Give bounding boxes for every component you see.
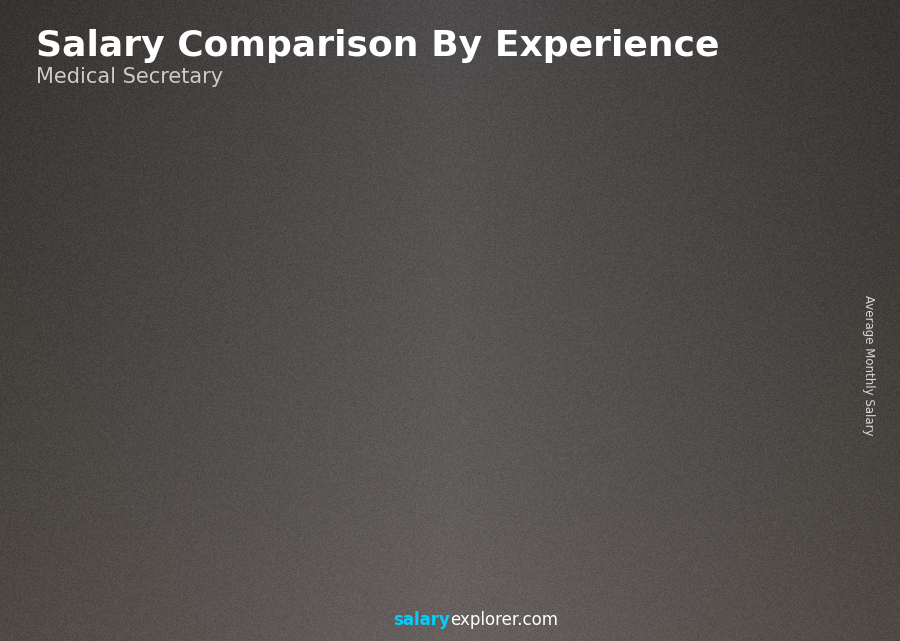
Text: Average Monthly Salary: Average Monthly Salary [862, 295, 875, 436]
Polygon shape [322, 324, 400, 551]
Text: 61,000 LKR: 61,000 LKR [444, 287, 516, 299]
Polygon shape [322, 310, 414, 324]
Polygon shape [446, 260, 538, 275]
Text: +22%: +22% [401, 223, 459, 241]
Polygon shape [647, 235, 662, 551]
Text: +9%: +9% [531, 199, 577, 217]
Text: 71,900 LKR: 71,900 LKR [692, 237, 763, 250]
Polygon shape [771, 210, 786, 551]
Polygon shape [400, 310, 414, 551]
Text: 25,300 LKR: 25,300 LKR [72, 449, 144, 462]
Bar [753, 32, 766, 93]
Text: 33,800 LKR: 33,800 LKR [196, 410, 268, 423]
Text: +8%: +8% [655, 174, 701, 192]
Text: 50,000 LKR: 50,000 LKR [320, 337, 392, 349]
Polygon shape [199, 383, 291, 398]
Text: +34%: +34% [154, 347, 211, 365]
Bar [766, 32, 831, 93]
Polygon shape [571, 250, 647, 551]
Text: salary: salary [393, 611, 450, 629]
Text: 🦁: 🦁 [791, 53, 805, 72]
Text: Medical Secretary: Medical Secretary [36, 67, 223, 87]
Text: explorer.com: explorer.com [450, 611, 558, 629]
Polygon shape [275, 383, 291, 551]
Polygon shape [694, 210, 786, 225]
Text: +48%: +48% [277, 273, 336, 291]
Polygon shape [75, 422, 166, 437]
Text: Salary Comparison By Experience: Salary Comparison By Experience [36, 29, 719, 63]
Polygon shape [75, 437, 151, 551]
Polygon shape [151, 422, 166, 551]
Polygon shape [446, 275, 523, 551]
Bar [740, 32, 753, 93]
Polygon shape [523, 260, 538, 551]
Polygon shape [571, 235, 662, 250]
Text: 66,400 LKR: 66,400 LKR [568, 262, 640, 275]
Polygon shape [199, 398, 275, 551]
Polygon shape [694, 225, 771, 551]
